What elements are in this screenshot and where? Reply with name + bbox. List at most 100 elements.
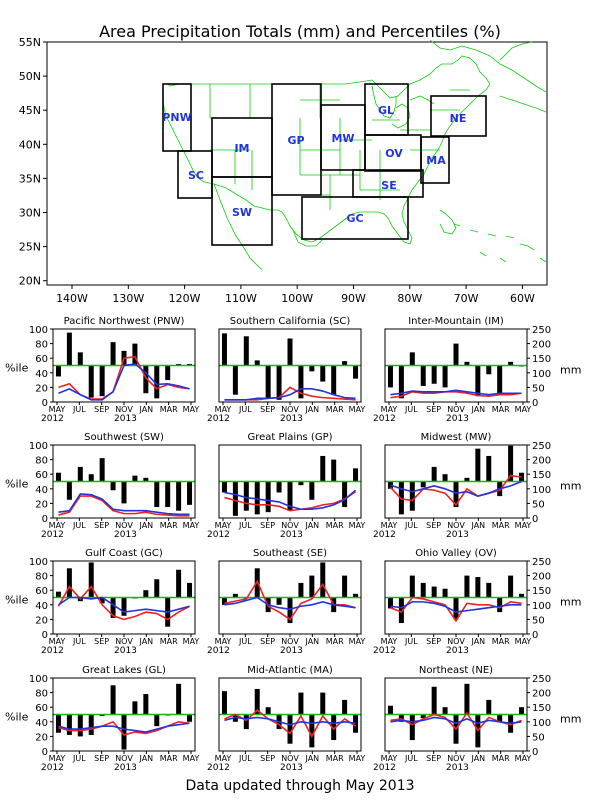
region-chart: Northeast (NE) 0 50 100 150 200 250 mm MAY JUL SEP… <box>373 665 581 773</box>
percentile-bar <box>342 575 348 598</box>
y2-tick-label: 250 <box>532 325 551 336</box>
x-tick-label: SEP <box>94 637 109 646</box>
percentile-bar <box>121 481 127 504</box>
percentile-bar <box>453 597 459 620</box>
x-tick-label: JUL <box>238 637 252 646</box>
percentile-bar <box>431 686 437 715</box>
region-chart: Ohio Valley (OV) 0 50 100 150 200 250 mm MAY JUL S… <box>373 548 581 656</box>
y-axis-label: %ile <box>5 478 29 491</box>
x-tick-label: NOV <box>281 521 299 530</box>
percentile-bar <box>519 707 525 715</box>
x-tick-label: NOV <box>281 405 299 414</box>
x-tick-label: SEP <box>260 521 275 530</box>
percentile-bar <box>486 365 492 375</box>
percentile-bar <box>110 481 116 491</box>
percentile-bar <box>143 477 149 482</box>
percentile-bar <box>464 361 470 366</box>
percentile-bar <box>320 455 326 482</box>
percentile-bar <box>66 332 72 366</box>
year-label: 2012 <box>207 530 230 540</box>
percentile-bar <box>143 694 149 715</box>
x-tick-label: MAY <box>515 521 532 530</box>
y2-tick-label: 50 <box>532 383 545 394</box>
percentile-bar <box>276 365 282 400</box>
percentile-bar <box>387 365 393 388</box>
year-label: 2012 <box>41 763 64 773</box>
y-tick-label: 60 <box>35 354 48 365</box>
percentile-bar <box>497 714 503 722</box>
x-tick-label: JAN <box>138 754 153 763</box>
percentile-bar <box>475 448 481 482</box>
y-tick-label: 60 <box>35 470 48 481</box>
y2-tick-label: 200 <box>532 689 551 700</box>
percentile-bar <box>331 459 337 482</box>
y2-axis-label: mm <box>560 480 581 493</box>
y-axis-label: %ile <box>5 711 29 724</box>
y2-axis-label: mm <box>560 596 581 609</box>
percentile-bar <box>55 365 61 377</box>
percentile-bar <box>88 714 94 735</box>
lon-tick-label: 130W <box>112 292 144 305</box>
percentile-bar <box>232 365 238 395</box>
x-tick-label: MAR <box>492 521 510 530</box>
percentile-bar <box>143 365 149 394</box>
x-tick-label: JAN <box>304 405 319 414</box>
year-label: 2013 <box>114 763 137 773</box>
x-tick-label: MAY <box>183 521 200 530</box>
percentile-bar <box>154 365 160 399</box>
y-tick-label: 0 <box>42 398 48 409</box>
region-label-ov: OV <box>385 147 403 160</box>
region-chart: Southwest (SW) 0 20 40 60 80 100 %ile MAY JUL SEP N… <box>5 432 199 540</box>
mm-line <box>58 495 190 517</box>
percentile-bar <box>287 338 293 366</box>
x-tick-label: SEP <box>426 637 441 646</box>
chart-title: Northeast (NE) <box>419 665 493 676</box>
x-tick-label: SEP <box>426 405 441 414</box>
lon-tick-label: 110W <box>225 292 257 305</box>
y-tick-label: 20 <box>35 383 48 394</box>
x-tick-label: MAR <box>160 405 178 414</box>
y2-tick-label: 100 <box>532 485 551 496</box>
y-tick-label: 0 <box>42 747 48 758</box>
year-label: 2013 <box>446 646 469 656</box>
x-tick-label: JUL <box>238 754 252 763</box>
year-label: 2012 <box>373 530 396 540</box>
percentile-bar <box>464 477 470 482</box>
percentile-bar <box>187 364 193 366</box>
map-frame <box>46 41 548 286</box>
percentile-bar <box>298 365 304 399</box>
x-tick-label: NOV <box>115 754 133 763</box>
x-tick-label: NOV <box>281 637 299 646</box>
lon-tick-label: 80W <box>397 292 422 305</box>
x-tick-label: MAY <box>215 521 232 530</box>
y-tick-label: 80 <box>35 689 48 700</box>
percentile-bar <box>486 455 492 482</box>
mm-line <box>390 596 522 623</box>
percentile-bar <box>298 481 304 486</box>
percentile-bar <box>508 445 514 482</box>
chart-title: Great Plains (GP) <box>247 432 332 443</box>
percentile-bar <box>320 692 326 715</box>
percentile-bar <box>519 593 525 598</box>
percentile-bar <box>143 590 149 598</box>
region-boxes <box>162 83 487 246</box>
percentile-line <box>390 480 522 497</box>
x-tick-label: MAY <box>183 754 200 763</box>
percentile-bar <box>287 481 293 511</box>
percentile-bar <box>99 714 105 716</box>
lat-tick-label: 40N <box>19 138 41 151</box>
x-tick-label: NOV <box>447 405 465 414</box>
percentile-bar <box>77 466 83 482</box>
percentile-bar <box>420 714 426 719</box>
x-tick-label: MAY <box>349 405 366 414</box>
x-tick-label: MAY <box>183 637 200 646</box>
x-tick-label: MAR <box>492 637 510 646</box>
mm-line <box>57 585 190 621</box>
x-tick-label: MAY <box>349 754 366 763</box>
percentile-bar <box>331 714 337 741</box>
percentile-bar <box>287 597 293 624</box>
percentile-bar <box>88 365 94 398</box>
chart-title: Ohio Valley (OV) <box>415 548 497 559</box>
region-label-pnw: PNW <box>162 111 191 124</box>
chart-title: Mid-Atlantic (MA) <box>247 665 333 676</box>
